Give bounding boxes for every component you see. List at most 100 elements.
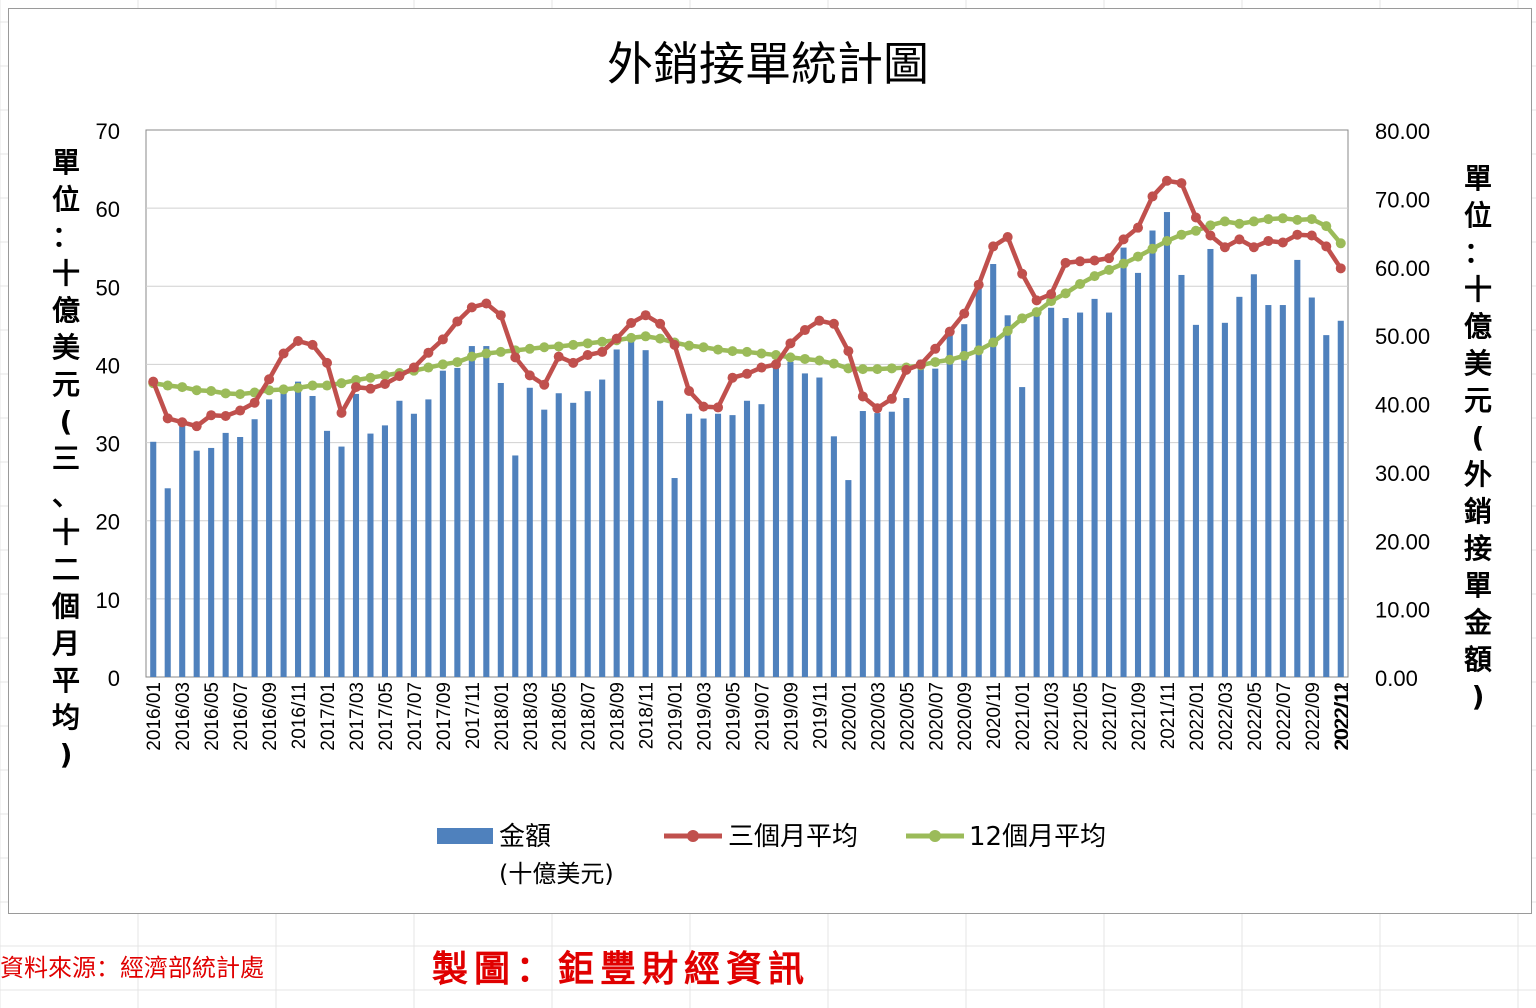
x-tick-label: 2021/07 [1100, 682, 1121, 751]
avg3-point [336, 407, 347, 418]
bar [1048, 307, 1055, 677]
avg3-point [322, 357, 333, 368]
axis-title-char: 個 [51, 590, 80, 623]
axis-title-char: 位 [52, 183, 80, 216]
axis-title-char: 單 [52, 146, 80, 179]
bar [874, 413, 881, 677]
right-tick-label: 40.00 [1375, 393, 1430, 418]
legend-label-avg3: 三個月平均 [728, 822, 858, 852]
axis-title-char: ( [1472, 421, 1485, 454]
avg12-point [191, 385, 202, 396]
bar [1265, 305, 1272, 677]
avg3-point [278, 348, 289, 359]
axis-title-char: ： [1464, 236, 1492, 269]
axis-title-char: 接 [1464, 532, 1492, 565]
legend-label-bar: 金額 [499, 822, 551, 852]
avg3-point [611, 333, 622, 344]
avg3-point [1161, 175, 1172, 186]
x-tick-label: 2021/05 [1071, 682, 1092, 751]
avg3-point [452, 316, 463, 327]
avg12-point [1277, 213, 1288, 224]
avg12-point [235, 389, 246, 400]
x-tick-label: 2016/01 [144, 682, 165, 751]
avg12-point [1031, 307, 1042, 318]
avg12-point [206, 385, 217, 396]
axis-title-char: ： [52, 220, 80, 253]
axis-title-char: 十 [1464, 273, 1492, 306]
avg3-point [770, 359, 781, 370]
bar [280, 391, 287, 677]
avg12-point [1002, 325, 1013, 336]
axis-title-char: 外 [1464, 458, 1492, 491]
avg12-point [988, 337, 999, 348]
bar [237, 437, 244, 677]
left-tick-label: 20 [96, 510, 120, 535]
avg3-point [915, 359, 926, 370]
avg3-point [1248, 242, 1259, 253]
x-tick-label: 2016/09 [260, 682, 281, 751]
chart-area[interactable] [8, 8, 1532, 914]
avg3-point [626, 318, 637, 329]
x-tick-label: 2022/03 [1216, 682, 1237, 751]
bar [425, 399, 432, 677]
bar [1236, 296, 1243, 677]
avg12-point [524, 343, 535, 354]
left-tick-label: 0 [108, 666, 120, 691]
avg12-point [727, 346, 738, 357]
avg3-point [669, 339, 680, 350]
bar [801, 373, 808, 677]
avg12-point [959, 350, 970, 361]
avg3-point [1133, 222, 1144, 233]
x-tick-label: 2021/01 [1013, 682, 1034, 751]
left-tick-label: 50 [96, 275, 120, 300]
avg12-point [1017, 313, 1028, 324]
avg12-point [162, 380, 173, 391]
bar [396, 400, 403, 677]
avg3-point [799, 325, 810, 336]
bar [903, 398, 910, 677]
avg12-point [742, 346, 752, 357]
bar [700, 418, 707, 677]
avg12-point [322, 380, 333, 391]
x-tick-label: 2019/05 [724, 682, 745, 751]
avg3-point [1046, 289, 1057, 300]
axis-title-char: 美 [1464, 347, 1492, 380]
bar [729, 415, 736, 677]
avg12-point [756, 348, 767, 359]
x-tick-label: 2016/11 [289, 682, 310, 749]
avg12-point [220, 388, 231, 399]
avg3-point [814, 315, 825, 326]
avg3-point [206, 410, 217, 421]
bar [657, 400, 664, 677]
bar [309, 395, 316, 677]
avg12-point [828, 358, 839, 369]
x-tick-label: 2017/09 [434, 682, 455, 751]
bar [1033, 310, 1040, 677]
avg3-point [249, 397, 260, 408]
avg12-point [886, 363, 897, 374]
maker-note: 製圖：鉅豐財經資訊 [432, 948, 811, 990]
bar [1163, 212, 1171, 678]
legend: 金額 (十億美元) 三個月平均 12個月平均 [437, 822, 1106, 888]
left-tick-label: 60 [96, 197, 120, 222]
bar [1106, 312, 1113, 677]
avg3-point [1277, 237, 1288, 248]
avg12-point [1292, 214, 1303, 225]
x-tick-label: 2018/11 [637, 682, 658, 749]
x-tick-label: 2017/03 [347, 682, 368, 751]
avg3-point [1205, 230, 1216, 241]
x-tick-label: 2017/05 [376, 682, 397, 751]
avg12-point [799, 353, 810, 364]
avg12-point [1306, 214, 1317, 225]
axis-title-char: 位 [1464, 199, 1492, 232]
avg3-point [1089, 255, 1100, 266]
bar [222, 432, 229, 677]
bar [671, 478, 678, 677]
avg3-line [150, 178, 1344, 429]
legend-label-bar-unit: (十億美元) [499, 860, 614, 888]
avg12-point [1104, 264, 1115, 275]
right-tick-label: 50.00 [1375, 324, 1430, 349]
axis-title-char: 單 [1464, 569, 1492, 602]
avg3-point [1147, 191, 1158, 202]
